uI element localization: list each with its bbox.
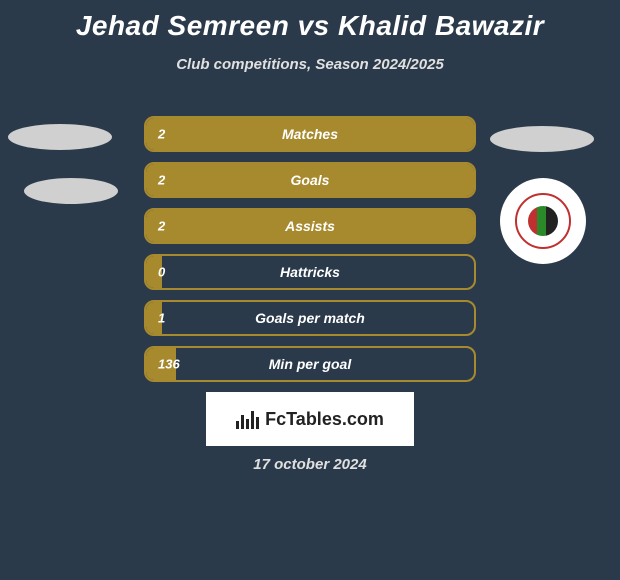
stats-bars: 2Matches 2Goals 2Assists 0Hattricks 1Goals p… — [144, 116, 476, 392]
page-title: Jehad Semreen vs Khalid Bawazir — [0, 0, 620, 42]
left-oval-1 — [8, 124, 112, 150]
site-logo-text: FcTables.com — [265, 409, 384, 430]
site-logo[interactable]: FcTables.com — [206, 392, 414, 446]
bar-label: Min per goal — [146, 356, 474, 372]
bar-label: Goals — [146, 172, 474, 188]
team-logo-icon — [515, 193, 571, 249]
right-oval — [490, 126, 594, 152]
subtitle: Club competitions, Season 2024/2025 — [0, 56, 620, 73]
left-oval-2 — [24, 178, 118, 204]
stat-bar: 1Goals per match — [144, 300, 476, 336]
bar-label: Hattricks — [146, 264, 474, 280]
bar-label: Matches — [146, 126, 474, 142]
stat-bar: 136Min per goal — [144, 346, 476, 382]
stat-bar: 2Assists — [144, 208, 476, 244]
bar-label: Goals per match — [146, 310, 474, 326]
stat-bar: 2Goals — [144, 162, 476, 198]
chart-icon — [236, 409, 259, 429]
stat-bar: 0Hattricks — [144, 254, 476, 290]
date-text: 17 october 2024 — [0, 456, 620, 473]
bar-label: Assists — [146, 218, 474, 234]
stat-bar: 2Matches — [144, 116, 476, 152]
team-badge-right — [500, 178, 586, 264]
